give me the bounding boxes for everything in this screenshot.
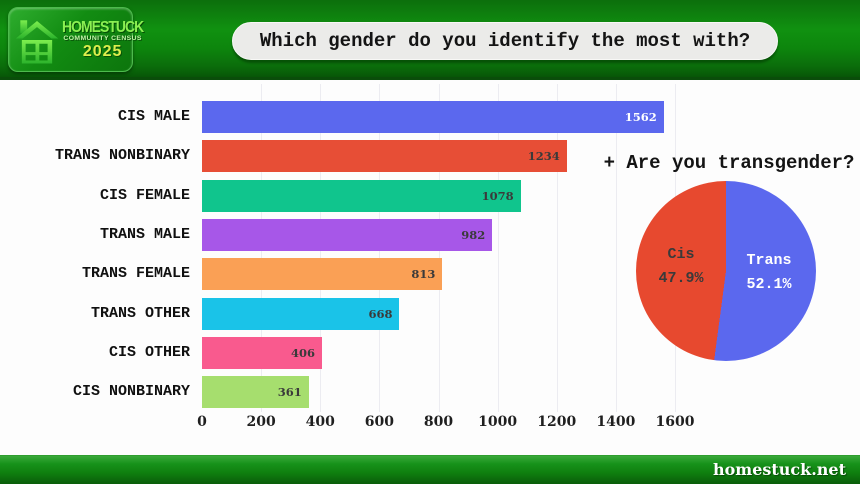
bar: 1078 <box>202 179 521 212</box>
bar-row: CIS OTHER 406 <box>0 336 700 369</box>
transgender-pie-chart: Trans 52.1% Cis 47.9% <box>636 181 816 361</box>
bar: 361 <box>202 376 309 409</box>
question-title: Which gender do you identify the most wi… <box>232 22 778 60</box>
bar-row: CIS FEMALE 1078 <box>0 179 700 212</box>
bar: 982 <box>202 218 493 251</box>
bar-value-label: 406 <box>291 345 316 360</box>
bar-value-label: 668 <box>368 306 393 321</box>
logo-year: 2025 <box>82 43 123 61</box>
x-axis-tick: 800 <box>423 414 454 430</box>
category-label: CIS FEMALE <box>99 186 190 204</box>
bar-row: TRANS FEMALE 813 <box>0 258 700 291</box>
bar-value-label: 1078 <box>481 188 514 203</box>
bar-row: CIS NONBINARY 361 <box>0 376 700 409</box>
category-label: TRANS FEMALE <box>81 265 190 283</box>
x-axis-tick: 0 <box>197 414 207 430</box>
bar: 1562 <box>202 101 664 133</box>
gridline <box>497 84 499 412</box>
pie-slice-label: Trans 52.1% <box>746 252 792 293</box>
homestuck-census-logo: HOMESTUCK COMMUNITY CENSUS 2025 <box>8 7 144 72</box>
logo-text: HOMESTUCK COMMUNITY CENSUS 2025 <box>62 16 144 61</box>
bottom-banner: homestuck.net <box>0 455 860 484</box>
bar-value-label: 361 <box>277 385 302 400</box>
x-axis-tick: 400 <box>305 414 335 430</box>
pie-slice-label: Cis 47.9% <box>658 246 704 287</box>
bar: 406 <box>202 336 323 369</box>
category-label: TRANS NONBINARY <box>54 147 190 165</box>
house-icon <box>15 19 59 63</box>
category-label: TRANS MALE <box>99 225 190 243</box>
bar: 1234 <box>202 140 567 173</box>
gridline <box>556 84 558 412</box>
category-label: TRANS OTHER <box>90 304 190 322</box>
category-label: CIS OTHER <box>108 343 190 361</box>
logo-title: HOMESTUCK <box>62 16 144 35</box>
x-axis-tick: 600 <box>364 414 394 430</box>
x-axis-tick: 1600 <box>655 414 695 430</box>
pie-title: + Are you transgender? <box>603 152 855 174</box>
bar-row: TRANS OTHER 668 <box>0 297 700 330</box>
category-label: CIS NONBINARY <box>72 383 190 401</box>
bar-row: TRANS NONBINARY 1234 <box>0 140 700 173</box>
bar-value-label: 813 <box>411 267 436 282</box>
x-axis-tick: 1000 <box>478 414 518 430</box>
x-axis-tick: 200 <box>246 414 276 430</box>
bar-value-label: 1234 <box>527 149 560 164</box>
bar: 813 <box>202 258 443 291</box>
gender-bar-chart: 0 200 400 600 800 1000 1200 1400 1600 CIS MALE 156… <box>0 80 700 455</box>
x-axis-tick: 1400 <box>596 414 636 430</box>
bar-row: CIS MALE 1562 <box>0 101 700 133</box>
category-label: CIS MALE <box>117 108 190 125</box>
gridline <box>615 84 617 412</box>
bar-row: TRANS MALE 982 <box>0 218 700 251</box>
logo-subtitle: COMMUNITY CENSUS <box>63 34 142 42</box>
transgender-pie-section: + Are you transgender? Trans 52.1% Cis 47.9… <box>598 80 860 455</box>
bar: 668 <box>202 297 400 330</box>
site-url: homestuck.net <box>712 460 846 479</box>
top-banner: HOMESTUCK COMMUNITY CENSUS 2025 Which ge… <box>0 0 860 80</box>
bar-value-label: 982 <box>461 227 486 242</box>
x-axis-tick: 1200 <box>537 414 577 430</box>
bar-value-label: 1562 <box>624 110 657 124</box>
